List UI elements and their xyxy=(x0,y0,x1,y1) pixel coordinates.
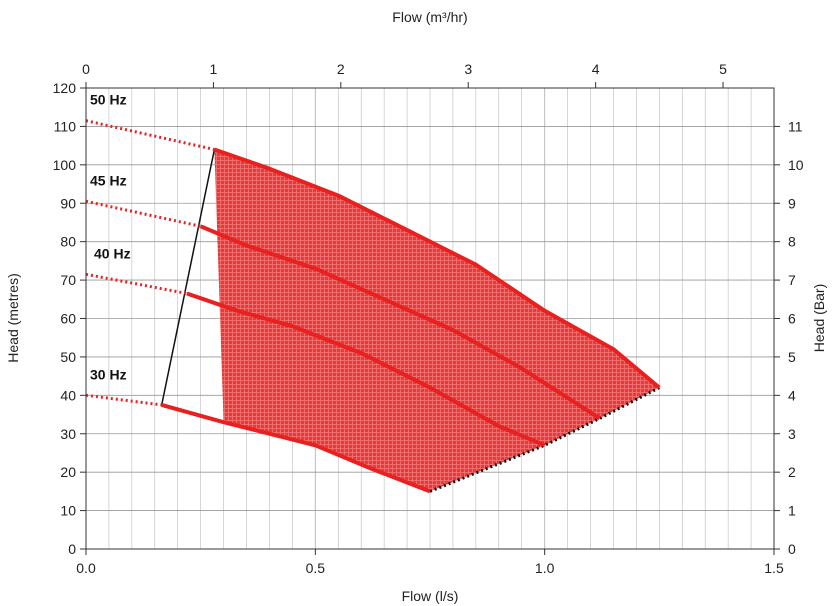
x2-tick-label: 0 xyxy=(82,61,90,77)
curve-30-hz xyxy=(161,402,431,494)
curve-40-hz xyxy=(186,291,546,448)
y-tick-label: 60 xyxy=(60,311,76,327)
curve-extrapolated-40-hz xyxy=(85,272,188,295)
y2-tick-label: 2 xyxy=(788,464,796,480)
y2-tick-label: 0 xyxy=(788,541,796,557)
y-tick-label: 40 xyxy=(60,387,76,403)
x-tick-label: 1.0 xyxy=(535,560,555,576)
y2-axis-title: Head (Bar) xyxy=(811,284,827,352)
x-tick-label: 0.5 xyxy=(306,560,326,576)
curve-45-hz xyxy=(199,224,601,421)
series-label-45-hz: 45 Hz xyxy=(90,172,127,188)
curve-extrapolated-30-hz xyxy=(85,393,162,407)
operating-envelope-fill xyxy=(214,149,660,492)
x-axis-title: Flow (l/s) xyxy=(402,588,459,604)
labels: 50 Hz 45 Hz 40 Hz 30 Hz xyxy=(90,92,131,383)
y-tick-label: 110 xyxy=(54,118,77,134)
frequency-curves xyxy=(85,119,661,494)
y-tick-label: 0 xyxy=(68,541,76,557)
curve-extrapolated-50-hz xyxy=(85,119,215,151)
max-flow-boundary xyxy=(429,386,660,493)
curve-50-hz xyxy=(213,147,661,390)
x2-tick-label: 1 xyxy=(210,61,218,77)
y-tick-label: 90 xyxy=(60,195,76,211)
y-tick-label: 100 xyxy=(53,157,77,173)
axes: 0.0 0.5 1.0 1.50 1 2 3 4 50102030405060708090100… xyxy=(53,61,804,576)
y-tick-label: 120 xyxy=(53,80,77,96)
y2-tick-label: 10 xyxy=(788,157,804,173)
min-flow-boundary xyxy=(160,149,216,406)
x-tick-label: 1.5 xyxy=(764,560,784,576)
y2-tick-label: 9 xyxy=(788,195,796,211)
y2-tick-label: 7 xyxy=(788,272,796,288)
series-label-30-hz: 30 Hz xyxy=(90,366,127,382)
y-tick-label: 30 xyxy=(60,426,76,442)
curve-extrapolated-45-hz xyxy=(85,199,202,228)
y2-tick-label: 8 xyxy=(788,234,796,250)
x2-axis-title: Flow (m³/hr) xyxy=(392,9,467,25)
series-label-50-hz: 50 Hz xyxy=(90,92,127,108)
x-tick-label: 0.0 xyxy=(76,560,96,576)
y2-tick-label: 4 xyxy=(788,387,796,403)
y-axis-title: Head (metres) xyxy=(5,273,21,362)
y2-tick-label: 1 xyxy=(788,503,796,519)
y-tick-label: 70 xyxy=(60,272,76,288)
x2-tick-label: 4 xyxy=(592,61,600,77)
y-tick-label: 20 xyxy=(60,464,76,480)
series-label-40-hz: 40 Hz xyxy=(94,245,131,261)
y-tick-label: 80 xyxy=(60,234,76,250)
y2-tick-label: 11 xyxy=(788,118,803,134)
x2-tick-label: 5 xyxy=(719,61,727,77)
operating-envelope xyxy=(214,149,660,492)
x2-tick-label: 2 xyxy=(337,61,345,77)
y-tick-label: 10 xyxy=(60,503,76,519)
y2-tick-label: 3 xyxy=(788,426,796,442)
y2-tick-label: 6 xyxy=(788,311,796,327)
y-tick-label: 50 xyxy=(60,349,76,365)
y2-tick-label: 5 xyxy=(788,349,796,365)
x2-tick-label: 3 xyxy=(464,61,472,77)
